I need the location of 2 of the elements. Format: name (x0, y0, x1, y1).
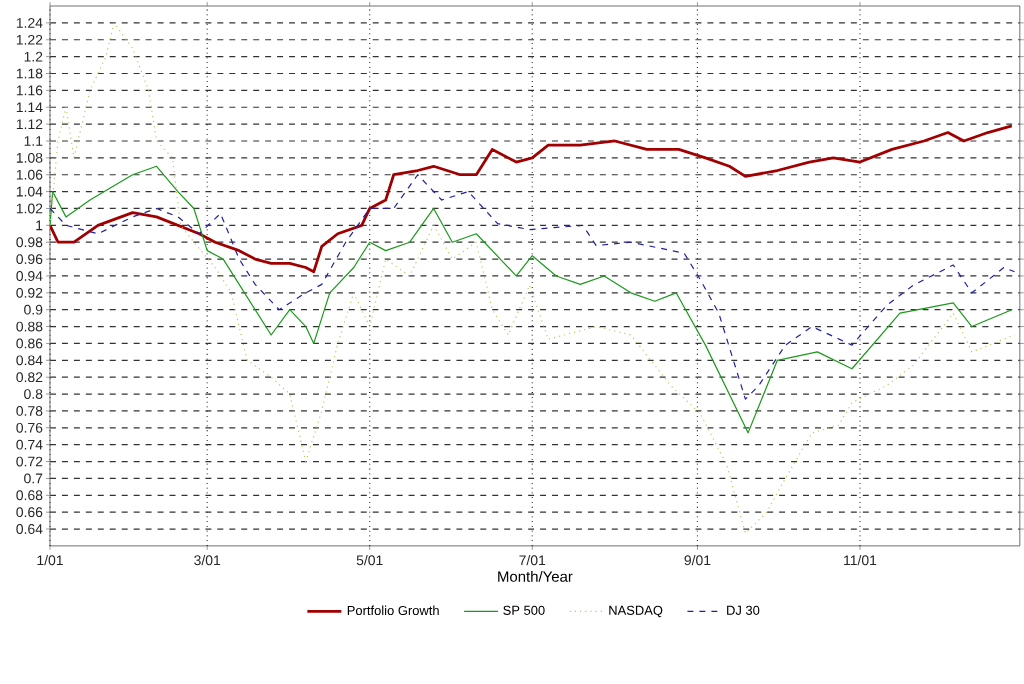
line-series (49, 174, 1016, 400)
line-series (49, 22, 1016, 534)
